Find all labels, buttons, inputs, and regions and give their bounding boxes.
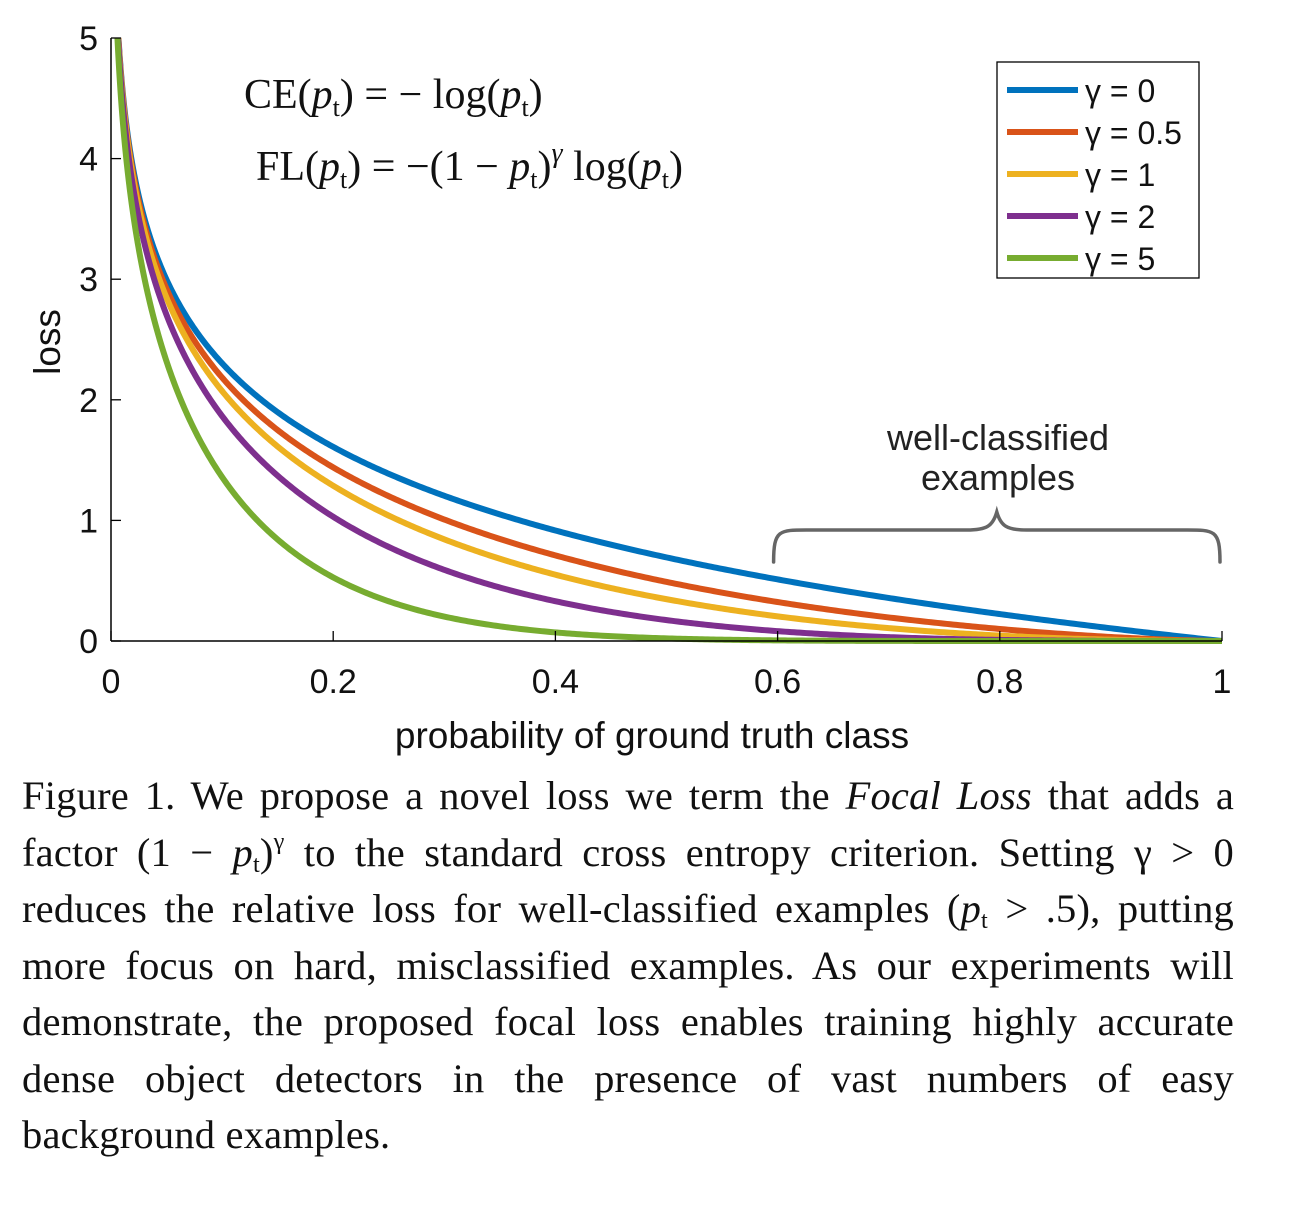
- y-tick-label: 5: [79, 20, 98, 58]
- caption-p-sub: t: [252, 850, 260, 878]
- fl-lhs: FL: [256, 144, 305, 190]
- legend: γ = 0 γ = 0.5 γ = 1 γ = 2 γ = 5: [996, 61, 1200, 279]
- ce-p: p: [309, 72, 333, 118]
- legend-box: [996, 61, 1200, 279]
- figure-caption: Figure 1. We propose a novel loss we ter…: [22, 768, 1234, 1164]
- brace-icon: [771, 505, 1222, 564]
- caption-gamma-sup: γ: [273, 827, 285, 855]
- y-ticks: 0 1 2 3 4 5: [79, 20, 121, 661]
- legend-label: γ = 0: [1085, 73, 1155, 109]
- chart: 0 0.2 0.4 0.6 0.8 1 0 1 2 3 4 5 probability of gro…: [27, 20, 1232, 756]
- fl-p2: p: [506, 144, 530, 190]
- y-tick-label: 4: [79, 141, 98, 179]
- y-axis-label: loss: [27, 309, 68, 375]
- caption-part-5: > .5), putting more focus on hard, miscl…: [22, 886, 1235, 1157]
- ce-p2: p: [497, 72, 521, 118]
- legend-label: γ = 2: [1085, 199, 1155, 235]
- axes-layer: [110, 38, 1222, 642]
- series-line-gamma-1: [115, 35, 1222, 644]
- caption-part-2: that adds a factor (1 −: [22, 773, 1235, 875]
- x-axis-label: probability of ground truth class: [395, 715, 909, 756]
- fl-p: p: [316, 144, 340, 190]
- x-tick-label: 0.8: [976, 663, 1023, 701]
- caption-part-1: Figure 1. We propose a novel loss we ter…: [22, 773, 846, 818]
- caption-part-3: ): [259, 829, 274, 875]
- well-classified-annotation: well-classified examples: [771, 417, 1222, 564]
- x-tick-label: 0.2: [310, 663, 357, 701]
- x-tick-label: 0.4: [532, 663, 579, 701]
- series-line-gamma-0-5: [115, 35, 1223, 644]
- fl-rhs1: −(1 −: [406, 144, 509, 190]
- legend-label: γ = 1: [1085, 157, 1155, 193]
- caption-p-var: p: [232, 829, 253, 875]
- fl-p2-sub: t: [530, 165, 538, 194]
- caption-p-sub-2: t: [981, 907, 988, 935]
- ce-lhs: CE: [244, 72, 298, 118]
- fl-rhs2: log(: [563, 144, 641, 190]
- caption-part-4: to the standard cross entropy criterion.…: [22, 829, 1235, 932]
- focal-loss-figure: 0 0.2 0.4 0.6 0.8 1 0 1 2 3 4 5 probability of gro…: [27, 20, 1232, 756]
- x-tick-label: 0.6: [754, 663, 801, 701]
- y-tick-label: 2: [79, 382, 98, 420]
- ce-formula: CE(pt) = − log(pt): [244, 72, 543, 122]
- caption-p-var-2: p: [960, 886, 982, 931]
- series-line-gamma-0: [115, 35, 1223, 644]
- ce-rhs: − log(: [399, 72, 501, 118]
- y-tick-label: 0: [79, 623, 98, 661]
- fl-p3-sub: t: [662, 165, 670, 194]
- x-ticks: 0 0.2 0.4 0.6 0.8 1: [102, 631, 1232, 701]
- annotation-line2: examples: [921, 457, 1075, 498]
- y-tick-label: 1: [79, 502, 98, 540]
- annotation-line1: well-classified: [886, 417, 1109, 458]
- ce-p-sub: t: [333, 93, 341, 122]
- fl-formula: FL(pt) = −(1 − pt)γ log(pt): [256, 138, 683, 194]
- fl-p3: p: [638, 144, 662, 190]
- x-tick-label: 1: [1213, 663, 1232, 701]
- curves-layer: [114, 35, 1223, 644]
- y-tick-label: 3: [79, 261, 98, 299]
- x-tick-label: 0: [102, 663, 121, 701]
- ce-p2-sub: t: [521, 93, 529, 122]
- legend-label: γ = 0.5: [1085, 115, 1182, 151]
- fl-gamma-sup: γ: [552, 138, 564, 169]
- legend-label: γ = 5: [1085, 241, 1155, 277]
- caption-italic-term: Focal Loss: [845, 773, 1032, 818]
- fl-p-sub: t: [340, 165, 348, 194]
